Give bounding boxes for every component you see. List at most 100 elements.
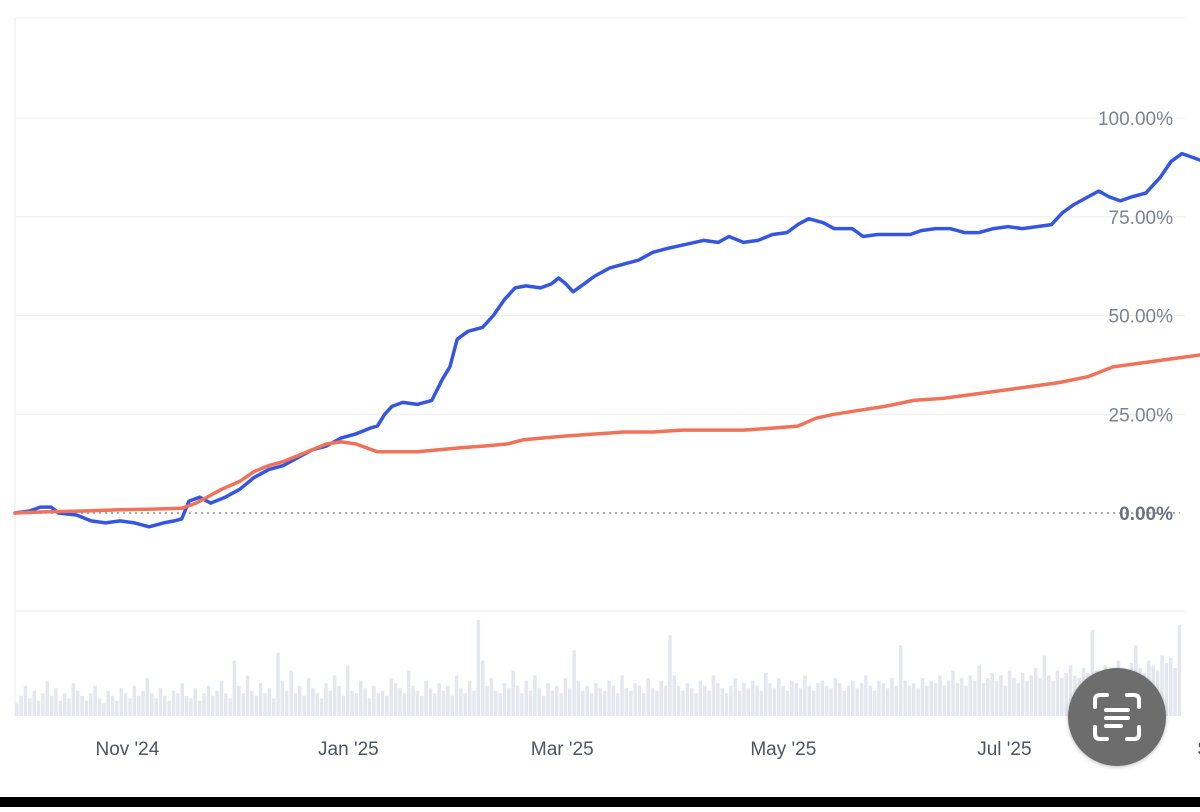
volume-bar xyxy=(620,675,624,716)
volume-bar xyxy=(846,685,851,716)
volume-bar xyxy=(472,690,476,716)
volume-bar xyxy=(380,690,385,716)
volume-bar xyxy=(406,670,411,716)
x-tick-label: Jan '25 xyxy=(318,739,379,760)
volume-bar xyxy=(881,683,886,716)
volume-bar xyxy=(933,683,938,716)
volume-bar xyxy=(602,690,607,716)
volume-bar xyxy=(441,690,446,716)
x-tick-label: Sep '25 xyxy=(1197,739,1200,760)
volume-bar xyxy=(206,685,211,716)
scan-text-icon xyxy=(1093,693,1141,741)
volume-bar xyxy=(350,690,354,716)
volume-bar xyxy=(446,685,450,716)
volume-bar xyxy=(959,678,964,716)
volume-bar xyxy=(237,685,241,716)
volume-bar xyxy=(345,665,350,716)
volume-bar xyxy=(972,680,977,716)
y-tick-label: 50.00% xyxy=(1109,307,1174,328)
x-tick-label: Jul '25 xyxy=(977,739,1031,760)
volume-bar xyxy=(885,688,890,716)
volume-bar xyxy=(938,675,942,716)
volume-bar xyxy=(398,688,402,716)
volume-bar xyxy=(493,690,498,716)
y-tick-label: 25.00% xyxy=(1109,405,1174,426)
volume-bar xyxy=(685,683,690,716)
volume-bar xyxy=(1016,683,1021,716)
x-axis-ticks: Nov '24 Jan '25 Mar '25 May '25 Jul '25 Sep '… xyxy=(95,739,1200,760)
y-axis-ticks: 100.00% 75.00% 50.00% 25.00% 0.00% xyxy=(1098,109,1173,525)
volume-bar xyxy=(507,688,511,716)
volume-bar xyxy=(1038,678,1042,716)
volume-bar xyxy=(250,690,254,716)
volume-bar xyxy=(598,688,603,716)
x-tick-label: May '25 xyxy=(750,739,816,760)
volume-bar xyxy=(581,690,585,716)
volume-bar xyxy=(1173,668,1177,716)
volume-bar xyxy=(816,683,820,716)
volume-bar xyxy=(916,688,920,716)
volume-bar xyxy=(650,688,655,716)
volume-bar xyxy=(1055,670,1060,716)
volume-bar xyxy=(415,690,420,716)
volume-bar xyxy=(254,695,259,716)
volume-bar xyxy=(759,690,764,716)
x-tick-label: Mar '25 xyxy=(531,739,594,760)
volume-bar xyxy=(319,698,324,716)
lens-button[interactable] xyxy=(1068,668,1166,766)
volume-bar xyxy=(615,693,620,716)
volume-bar xyxy=(271,698,276,716)
series-line-1 xyxy=(13,151,1200,529)
volume-bar xyxy=(659,680,664,716)
volume-bar xyxy=(681,690,685,716)
volume-bar xyxy=(402,693,407,716)
volume-bar xyxy=(372,685,376,716)
volume-bar xyxy=(981,683,986,716)
y-tick-label: 75.00% xyxy=(1109,208,1174,229)
volume-bar xyxy=(41,693,45,716)
volume-bar xyxy=(1051,680,1055,716)
volume-bar xyxy=(354,693,359,716)
y-tick-label: 0.00% xyxy=(1119,504,1173,525)
volume-bar xyxy=(241,693,245,716)
volume-bar xyxy=(67,698,71,716)
volume-bar xyxy=(994,680,999,716)
volume-bar xyxy=(864,675,868,716)
volume-bar xyxy=(502,683,507,716)
volume-bar xyxy=(898,645,903,716)
volume-bar xyxy=(798,688,803,716)
volume-bar xyxy=(45,680,50,716)
volume-bar xyxy=(463,693,468,716)
volume-bar xyxy=(298,685,302,716)
volume-bar xyxy=(167,700,171,716)
volume-bar xyxy=(23,685,28,716)
grid-layer xyxy=(14,17,1185,716)
volume-bar xyxy=(838,683,842,716)
volume-bar xyxy=(576,680,581,716)
volume-bar xyxy=(668,635,672,716)
volume-bar xyxy=(419,695,424,716)
bottom-bar xyxy=(0,797,1200,807)
volume-bar xyxy=(128,698,132,716)
volume-bar xyxy=(912,683,916,716)
volume-bar xyxy=(54,688,58,716)
volume-bar xyxy=(1090,630,1095,716)
volume-bar xyxy=(149,693,154,716)
volume-bar xyxy=(572,650,576,716)
volume-bar xyxy=(763,673,768,716)
volume-bar xyxy=(224,693,228,716)
volume-bar xyxy=(716,683,720,716)
volume-bar xyxy=(315,693,320,716)
volume-bar xyxy=(454,675,459,716)
volume-bar xyxy=(642,693,646,716)
volume-bar xyxy=(189,698,193,716)
volume-bar xyxy=(106,690,110,716)
volume-bar xyxy=(28,698,32,716)
volume-bar xyxy=(19,695,23,716)
volume-bar xyxy=(811,690,816,716)
volume-bar xyxy=(711,675,716,716)
y-tick-label: 100.00% xyxy=(1098,109,1173,130)
volume-bar xyxy=(990,673,994,716)
volume-bar xyxy=(707,690,711,716)
